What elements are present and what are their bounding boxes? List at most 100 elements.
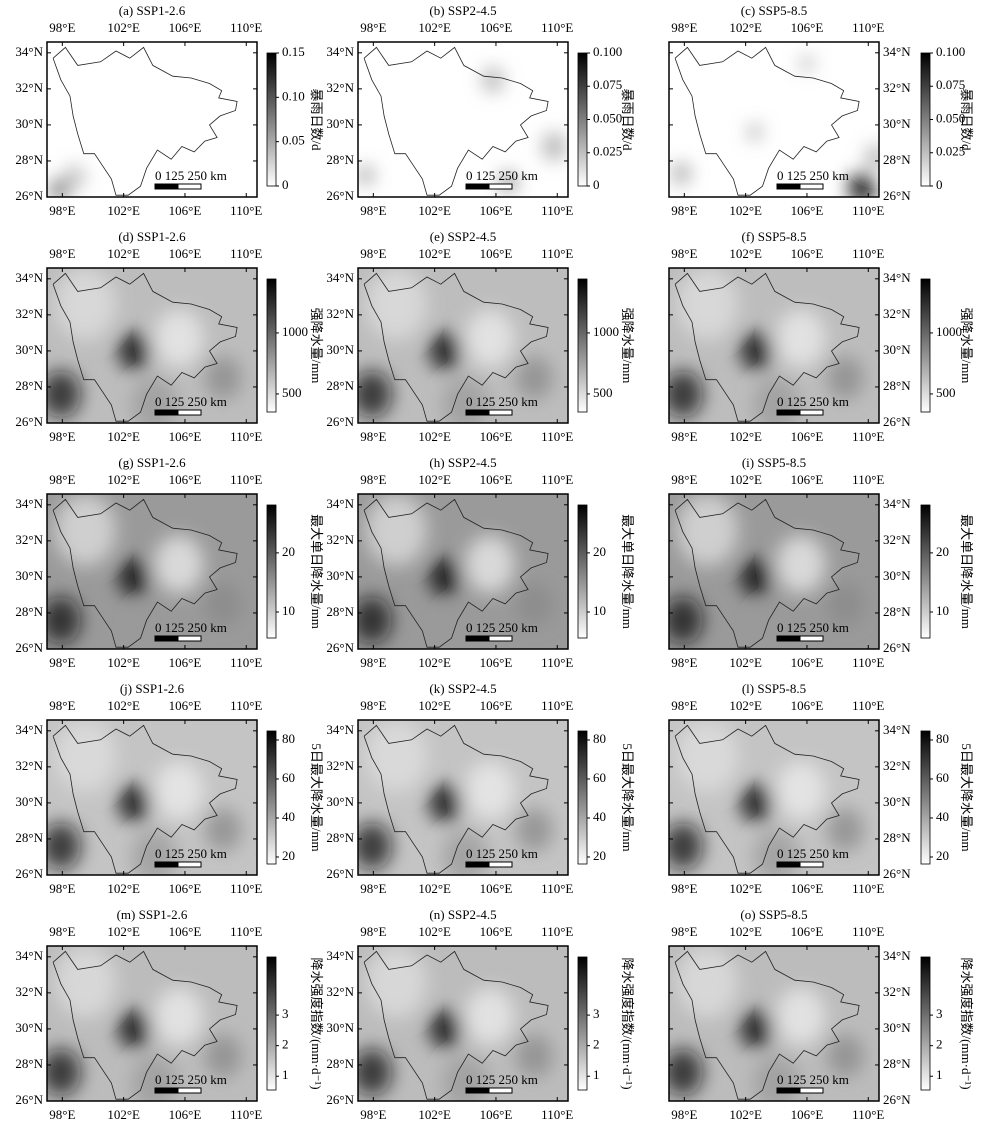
scale-bar <box>177 183 202 190</box>
lat-tick-label: 26°N <box>15 640 43 655</box>
colorbar-tick-label: 20 <box>593 848 606 863</box>
province-outline <box>674 272 860 422</box>
colorbar <box>266 504 277 639</box>
lon-tick-label: 102°E <box>729 472 762 487</box>
lon-tick-label: 98°E <box>671 655 697 670</box>
lon-tick-label: 98°E <box>360 655 386 670</box>
shading-blob <box>428 331 463 371</box>
scale-label: 0 125 250 km <box>466 846 538 861</box>
lat-tick-label: 26°N <box>15 1092 43 1107</box>
shading-blob <box>465 761 515 820</box>
map-panel: (k) SSP2-4.5 98°E 98°E 102°E 102°E 106°E 106°E… <box>326 681 635 896</box>
shading-blob <box>47 370 81 418</box>
colorbar <box>577 278 588 413</box>
scale-bar <box>776 409 801 416</box>
scale-label: 0 125 250 km <box>777 620 849 635</box>
lat-tick-label: 34°N <box>326 948 354 963</box>
lat-tick-label: 30°N <box>883 116 911 131</box>
shading-blob <box>117 331 152 371</box>
shading-blob <box>739 783 774 823</box>
map-frame <box>46 945 258 1102</box>
lon-tick-label: 102°E <box>418 472 451 487</box>
shading <box>47 268 257 423</box>
colorbar-tick-label: 80 <box>936 731 949 746</box>
shading-blob <box>482 67 504 93</box>
map-panel: (n) SSP2-4.5 98°E 98°E 102°E 102°E 106°E 106°E… <box>326 907 635 1122</box>
lon-tick-label: 102°E <box>418 429 451 444</box>
panel-title: (d) SSP1-2.6 <box>118 229 186 244</box>
province-outline <box>363 272 549 422</box>
shading-blob <box>676 268 738 341</box>
lat-tick-label: 28°N <box>326 604 354 619</box>
lon-tick-label: 98°E <box>671 429 697 444</box>
colorbar-tick-label: 0.05 <box>282 133 305 148</box>
lon-tick-label: 102°E <box>107 203 140 218</box>
colorbar-tick-label: 0.075 <box>593 77 622 92</box>
lat-tick-label: 34°N <box>15 948 43 963</box>
shading-blob <box>47 822 81 870</box>
lon-tick-label: 110°E <box>852 429 884 444</box>
scale-label: 0 125 250 km <box>155 1072 227 1087</box>
panel-title: (o) SSP5-8.5 <box>740 907 807 922</box>
lon-tick-label: 106°E <box>480 472 513 487</box>
lat-tick-label: 26°N <box>883 1092 911 1107</box>
lon-tick-label: 110°E <box>852 655 884 670</box>
province-outline <box>52 46 238 196</box>
lon-tick-label: 110°E <box>541 246 573 261</box>
lon-tick-label: 106°E <box>480 881 513 896</box>
lon-tick-label: 102°E <box>418 698 451 713</box>
shading-blob <box>365 946 427 1019</box>
lat-tick-label: 26°N <box>883 866 911 881</box>
shading-blob <box>669 1048 703 1096</box>
lon-tick-label: 102°E <box>729 1107 762 1122</box>
lat-tick-label: 26°N <box>15 414 43 429</box>
lon-tick-label: 98°E <box>49 1107 75 1122</box>
scale-bar <box>799 183 824 190</box>
lon-tick-label: 110°E <box>541 698 573 713</box>
shading-blobs <box>50 164 86 197</box>
colorbar-label: 降水强度指数/(mm·d⁻¹) <box>620 957 635 1089</box>
colorbar <box>577 956 588 1091</box>
colorbar-tick-label: 20 <box>282 544 295 559</box>
lat-tick-label: 34°N <box>15 722 43 737</box>
lat-tick-label: 26°N <box>15 188 43 203</box>
shading-blob <box>669 596 703 644</box>
scale-bar <box>776 635 801 642</box>
colorbar-tick-label: 80 <box>593 731 606 746</box>
province-outline <box>674 46 860 196</box>
shading-blob <box>672 162 691 185</box>
lat-tick-label: 30°N <box>326 342 354 357</box>
lat-tick-label: 30°N <box>883 568 911 583</box>
lon-tick-label: 106°E <box>791 1107 824 1122</box>
colorbar-tick-label: 0 <box>593 177 600 192</box>
map-panel: (h) SSP2-4.5 98°E 98°E 102°E 102°E 106°E 106°E… <box>326 455 635 670</box>
lat-tick-label: 32°N <box>883 306 911 321</box>
shading-blob <box>669 370 703 418</box>
map-panel: (d) SSP1-2.6 98°E 98°E 102°E 102°E 106°E 106°E… <box>15 229 324 444</box>
colorbar-label: 暴雨日数/d <box>620 88 635 151</box>
lon-tick-label: 106°E <box>169 1107 202 1122</box>
colorbar <box>266 52 277 187</box>
lon-tick-label: 98°E <box>49 20 75 35</box>
shading-blobs <box>672 56 879 197</box>
lon-tick-label: 102°E <box>107 246 140 261</box>
province-outline <box>52 498 238 648</box>
shading-blob <box>47 596 81 644</box>
shading-blob <box>117 1009 152 1049</box>
lon-tick-label: 98°E <box>49 472 75 487</box>
colorbar-tick-label: 40 <box>282 809 295 824</box>
scale-bar <box>177 1087 202 1094</box>
shading-blob <box>826 582 864 626</box>
lon-tick-label: 102°E <box>418 655 451 670</box>
scale-label: 0 125 250 km <box>466 394 538 409</box>
lat-tick-label: 32°N <box>883 80 911 95</box>
lon-tick-label: 98°E <box>360 203 386 218</box>
colorbar-tick-label: 60 <box>282 770 295 785</box>
lat-tick-label: 28°N <box>15 152 43 167</box>
lon-tick-label: 110°E <box>852 246 884 261</box>
shading-blob <box>365 494 427 567</box>
lon-tick-label: 98°E <box>671 472 697 487</box>
colorbar <box>920 504 931 639</box>
province-outline <box>674 724 860 874</box>
shading-blob <box>465 309 515 368</box>
